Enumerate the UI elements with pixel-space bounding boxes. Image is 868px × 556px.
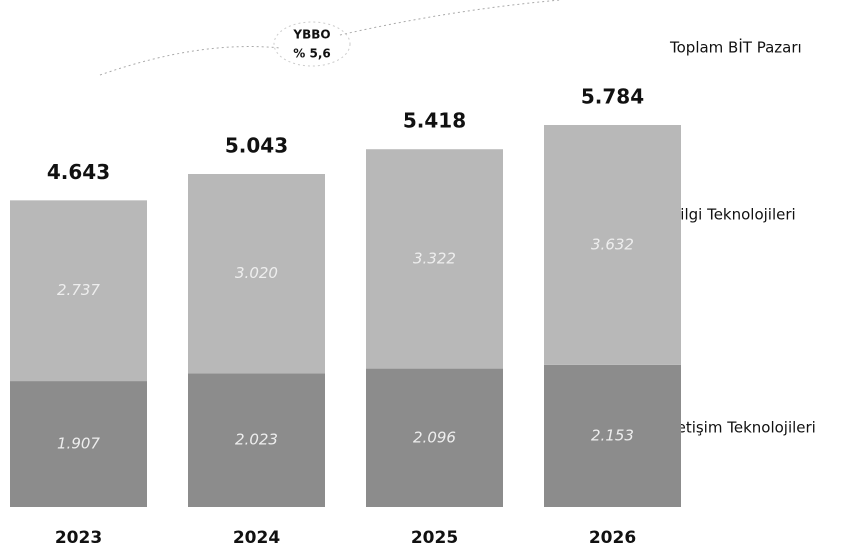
data-label: 2.023 xyxy=(235,431,278,449)
total-label: 5.418 xyxy=(403,109,466,133)
cagr-arc xyxy=(99,0,561,76)
data-label: 3.322 xyxy=(413,249,456,267)
bar-segment xyxy=(544,364,681,507)
data-label: 2.737 xyxy=(57,281,100,299)
data-label: 2.096 xyxy=(413,428,456,446)
x-tick-label: 2025 xyxy=(411,528,458,548)
legend-total: Toplam BİT Pazarı xyxy=(669,38,802,57)
data-label: 3.632 xyxy=(591,235,634,253)
cagr-bubble xyxy=(273,21,351,67)
total-label: 5.043 xyxy=(225,133,288,157)
bar-segment xyxy=(10,200,147,382)
bar-segment xyxy=(188,173,325,374)
bar-segment xyxy=(366,149,503,369)
x-tick-label: 2023 xyxy=(55,528,102,548)
x-tick-label: 2026 xyxy=(589,528,636,548)
bar-segment xyxy=(10,381,147,507)
data-label: 3.020 xyxy=(235,264,278,282)
bar-segment xyxy=(188,373,325,507)
data-label: 2.153 xyxy=(591,426,634,444)
x-tick-label: 2024 xyxy=(233,528,280,548)
bar-segment xyxy=(544,125,681,365)
annotation-value: % 5,6 xyxy=(293,47,330,61)
legend-entry: İletişim Teknolojileri xyxy=(668,418,816,437)
annotation-label: YBBO xyxy=(292,28,330,42)
data-label: 1.907 xyxy=(57,435,100,453)
bar-segment xyxy=(366,368,503,507)
total-label: 4.643 xyxy=(47,160,110,184)
total-label: 5.784 xyxy=(581,85,644,109)
legend-entry: Bilgi Teknolojileri xyxy=(670,206,796,224)
